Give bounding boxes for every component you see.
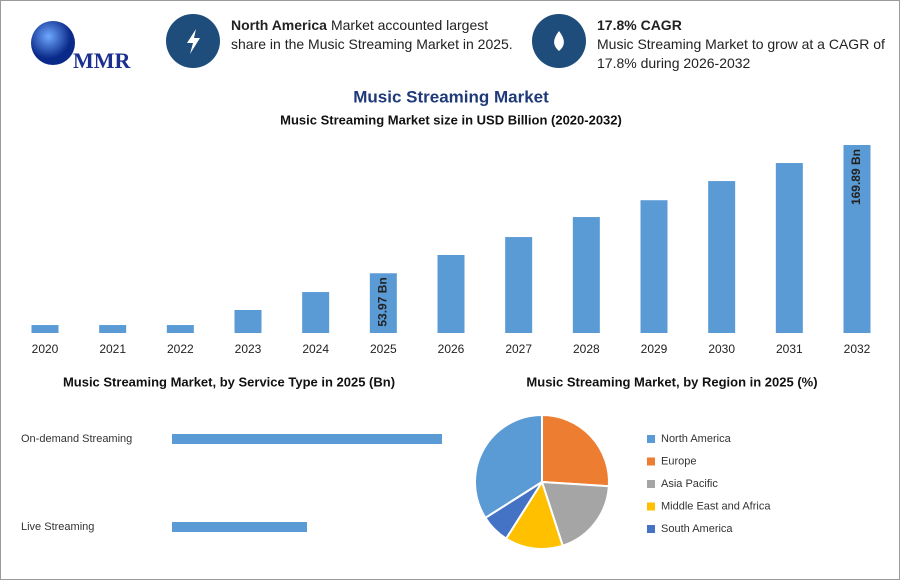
x-tick-label: 2020 (32, 342, 59, 356)
value-label: 53.97 Bn (376, 277, 390, 326)
chart-title: Music Streaming Market (353, 87, 549, 106)
pie-slice (541, 413, 610, 488)
pie-slice (504, 479, 564, 550)
x-tick-label: 2030 (708, 342, 735, 356)
bar (775, 163, 803, 333)
y-tick-label: Live Streaming (21, 521, 94, 533)
x-tick-label: 2028 (573, 342, 600, 356)
value-label: 169.89 Bn (849, 149, 863, 205)
highlight-title: 17.8% CAGR (597, 17, 682, 33)
icon-glyph (187, 29, 200, 54)
highlight-text: Market accounted largest share in the Mu… (231, 17, 513, 52)
legend-label: North America (661, 433, 732, 445)
highlight: North America Market accounted largest sh… (231, 16, 521, 54)
bar (369, 273, 397, 333)
legend-swatch (647, 457, 655, 466)
highlight: 17.8% CAGR Music Streaming Market to grow… (597, 16, 892, 73)
bar (843, 145, 871, 333)
x-tick-label: 2029 (641, 342, 668, 356)
bar (708, 181, 736, 333)
chart-title: Music Streaming Market, by Service Type … (63, 374, 395, 389)
bar (172, 522, 307, 532)
pie-slice (484, 481, 543, 540)
bar (640, 200, 668, 333)
bar (572, 217, 600, 333)
x-tick-label: 2024 (302, 342, 329, 356)
x-tick-label: 2023 (235, 342, 262, 356)
legend-swatch (647, 502, 655, 511)
icon-glyph (554, 31, 564, 51)
legend-label: Asia Pacific (661, 478, 718, 490)
bar (172, 434, 442, 444)
highlight-bold: North America (231, 17, 327, 33)
legend-swatch (647, 435, 655, 443)
bar (99, 325, 127, 333)
x-tick-label: 2027 (505, 342, 532, 356)
x-tick-label: 2026 (438, 342, 465, 356)
pie-slice (540, 480, 610, 547)
logo-globe (31, 21, 75, 65)
legend-swatch (647, 525, 655, 533)
legend-label: South America (661, 523, 733, 535)
x-tick-label: 2022 (167, 342, 194, 356)
bar (505, 237, 533, 333)
highlight-text: Music Streaming Market to grow at a CAGR… (597, 36, 885, 71)
legend-label: Europe (661, 455, 696, 467)
x-tick-label: 2031 (776, 342, 803, 356)
bar (302, 292, 330, 333)
x-tick-label: 2025 (370, 342, 397, 356)
chart-subtitle: Music Streaming Market size in USD Billi… (280, 112, 622, 127)
x-tick-label: 2021 (99, 342, 126, 356)
chart-title: Music Streaming Market, by Region in 202… (526, 374, 817, 389)
bar (437, 254, 465, 333)
legend-label: Middle East and Africa (661, 500, 771, 512)
legend-swatch (647, 480, 655, 488)
logo-text: MMR (73, 48, 132, 73)
bar (166, 325, 194, 333)
bar (31, 325, 59, 333)
y-tick-label: On-demand Streaming (21, 433, 132, 445)
x-tick-label: 2032 (844, 342, 871, 356)
bar (234, 309, 262, 333)
